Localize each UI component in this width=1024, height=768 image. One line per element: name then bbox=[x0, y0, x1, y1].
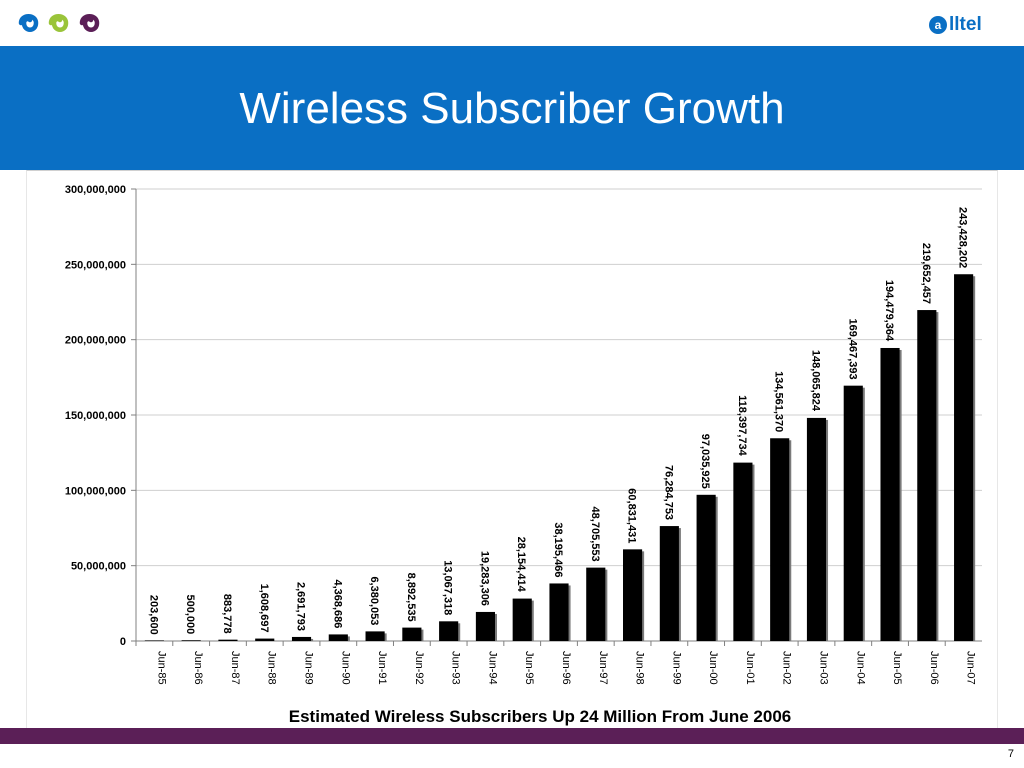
bar bbox=[843, 385, 863, 641]
bar bbox=[623, 549, 643, 641]
data-label: 28,154,414 bbox=[515, 537, 527, 593]
x-tick-label: Jun-87 bbox=[229, 651, 241, 685]
bar bbox=[512, 598, 532, 641]
data-label: 19,283,306 bbox=[478, 551, 490, 606]
bar bbox=[291, 636, 312, 641]
x-tick-label: Jun-03 bbox=[817, 651, 829, 685]
data-label: 38,195,466 bbox=[552, 522, 564, 577]
brand-swirls-logo bbox=[18, 14, 100, 32]
bar bbox=[218, 639, 238, 641]
x-tick-label: Jun-97 bbox=[597, 651, 609, 685]
data-label: 13,067,318 bbox=[442, 560, 454, 615]
bar-layer bbox=[144, 274, 976, 641]
chart-frame bbox=[26, 170, 998, 728]
y-tick-label: 250,000,000 bbox=[65, 259, 126, 271]
x-tick-label: Jun-85 bbox=[155, 651, 167, 685]
data-label: 97,035,925 bbox=[699, 434, 711, 489]
bar bbox=[549, 583, 569, 641]
bar bbox=[475, 611, 495, 641]
bar bbox=[880, 347, 900, 641]
y-tick-label: 50,000,000 bbox=[71, 561, 126, 573]
bar bbox=[770, 438, 790, 641]
bar bbox=[402, 627, 422, 641]
bar bbox=[696, 494, 716, 641]
data-label: 76,284,753 bbox=[662, 465, 674, 520]
data-label: 4,368,686 bbox=[331, 579, 343, 628]
alltel-logo-icon: a lltel bbox=[929, 14, 982, 35]
x-tick-label: Jun-88 bbox=[266, 651, 278, 685]
grid-layer bbox=[136, 188, 982, 567]
y-tick-label: 0 bbox=[120, 636, 126, 648]
bar bbox=[586, 567, 606, 641]
x-tick-label: Jun-92 bbox=[413, 651, 425, 685]
x-tick-label: Jun-93 bbox=[450, 651, 462, 685]
bar bbox=[917, 310, 937, 641]
x-tick-label: Jun-98 bbox=[634, 651, 646, 685]
bar bbox=[954, 274, 974, 641]
top-bar: a lltel bbox=[0, 0, 1024, 46]
bar bbox=[733, 462, 753, 641]
x-tick-label: Jun-89 bbox=[303, 651, 315, 685]
x-tick-label: Jun-95 bbox=[523, 651, 535, 685]
data-label: 148,065,824 bbox=[809, 350, 821, 412]
bar bbox=[365, 631, 385, 641]
svg-text:lltel: lltel bbox=[949, 14, 982, 35]
bar bbox=[255, 638, 275, 641]
data-label: 500,000 bbox=[184, 594, 196, 634]
data-label: 118,397,734 bbox=[736, 395, 748, 456]
y-tick-label: 100,000,000 bbox=[65, 485, 126, 497]
x-tick-label: Jun-86 bbox=[192, 651, 204, 685]
data-label: 203,600 bbox=[147, 595, 159, 635]
y-tick-label: 200,000,000 bbox=[65, 335, 126, 347]
x-axis-title: Estimated Wireless Subscribers Up 24 Mil… bbox=[289, 707, 791, 726]
data-label: 883,778 bbox=[221, 594, 233, 634]
data-label: 243,428,202 bbox=[957, 207, 969, 268]
brand-swirl-icon-green bbox=[48, 14, 69, 32]
y-tick-label: 150,000,000 bbox=[65, 410, 126, 422]
footer-bar bbox=[0, 728, 1024, 744]
x-tick-label: Jun-90 bbox=[339, 651, 351, 685]
title-band bbox=[0, 46, 1024, 170]
alltel-logo-mark bbox=[929, 16, 947, 34]
y-tick-label: 300,000,000 bbox=[65, 184, 126, 196]
data-label: 169,467,393 bbox=[846, 318, 858, 379]
x-tick-label: Jun-07 bbox=[965, 651, 977, 685]
x-tick-label: Jun-05 bbox=[891, 651, 903, 685]
label-layer: Jun-85 203,600 Jun-86 500,000 Jun-87 883,778 J… bbox=[147, 207, 976, 685]
data-label: 134,561,370 bbox=[773, 371, 785, 432]
bar bbox=[181, 640, 201, 641]
brand-swirl-icon-blue bbox=[18, 14, 39, 32]
data-label: 219,652,457 bbox=[920, 243, 932, 304]
data-label: 60,831,431 bbox=[626, 488, 638, 543]
page-number: 7 bbox=[1007, 748, 1014, 760]
bar bbox=[806, 417, 827, 641]
data-label: 8,892,535 bbox=[405, 573, 417, 622]
slide-title: Wireless Subscriber Growth bbox=[239, 84, 785, 133]
data-label: 194,479,364 bbox=[883, 280, 895, 342]
x-tick-label: Jun-99 bbox=[670, 651, 682, 685]
brand-swirl-icon-purple bbox=[79, 14, 100, 32]
data-label: 2,691,793 bbox=[295, 582, 307, 631]
data-label: 48,705,553 bbox=[589, 507, 601, 562]
data-label: 1,608,697 bbox=[258, 584, 270, 633]
bar bbox=[144, 640, 164, 641]
x-tick-label: Jun-91 bbox=[376, 651, 388, 685]
x-tick-label: Jun-06 bbox=[928, 651, 940, 685]
bar bbox=[439, 621, 459, 641]
svg-text:a: a bbox=[935, 18, 942, 32]
x-tick-label: Jun-02 bbox=[781, 651, 793, 685]
x-tick-label: Jun-94 bbox=[486, 651, 498, 685]
bar bbox=[659, 526, 679, 641]
x-tick-label: Jun-04 bbox=[854, 651, 866, 685]
x-tick-label: Jun-01 bbox=[744, 651, 756, 685]
data-label: 6,380,053 bbox=[368, 576, 380, 625]
x-tick-label: Jun-00 bbox=[707, 651, 719, 685]
x-tick-label: Jun-96 bbox=[560, 651, 572, 685]
bar bbox=[328, 634, 348, 641]
